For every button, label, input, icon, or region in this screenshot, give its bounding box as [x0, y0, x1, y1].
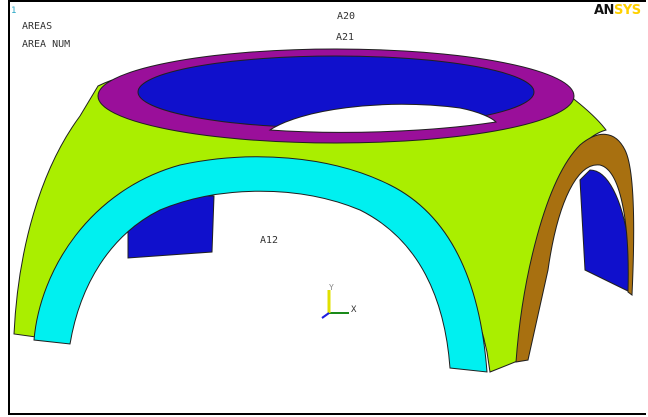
axis-y-label: Y — [329, 283, 334, 292]
axis-x-label: X — [351, 305, 357, 315]
top-opening — [268, 103, 498, 133]
viewport-frame — [8, 0, 646, 415]
ansys-logo: ANSYS — [594, 3, 641, 18]
axis-triad — [321, 290, 349, 319]
area-label-a21: A21 — [336, 32, 355, 43]
logo-part-an: AN — [594, 3, 614, 18]
plot-type-label: AREAS — [22, 21, 53, 32]
inner-wall-right-arch — [579, 169, 631, 293]
area-label-a20: A20 — [337, 11, 356, 22]
logo-part-sys: SYS — [613, 3, 641, 18]
numbering-label: AREA NUM — [22, 39, 71, 50]
side-arch-band — [515, 133, 635, 363]
front-arch-band — [33, 156, 488, 373]
area-label-a12: A12 — [260, 235, 279, 246]
window-number: 1 — [11, 6, 17, 16]
